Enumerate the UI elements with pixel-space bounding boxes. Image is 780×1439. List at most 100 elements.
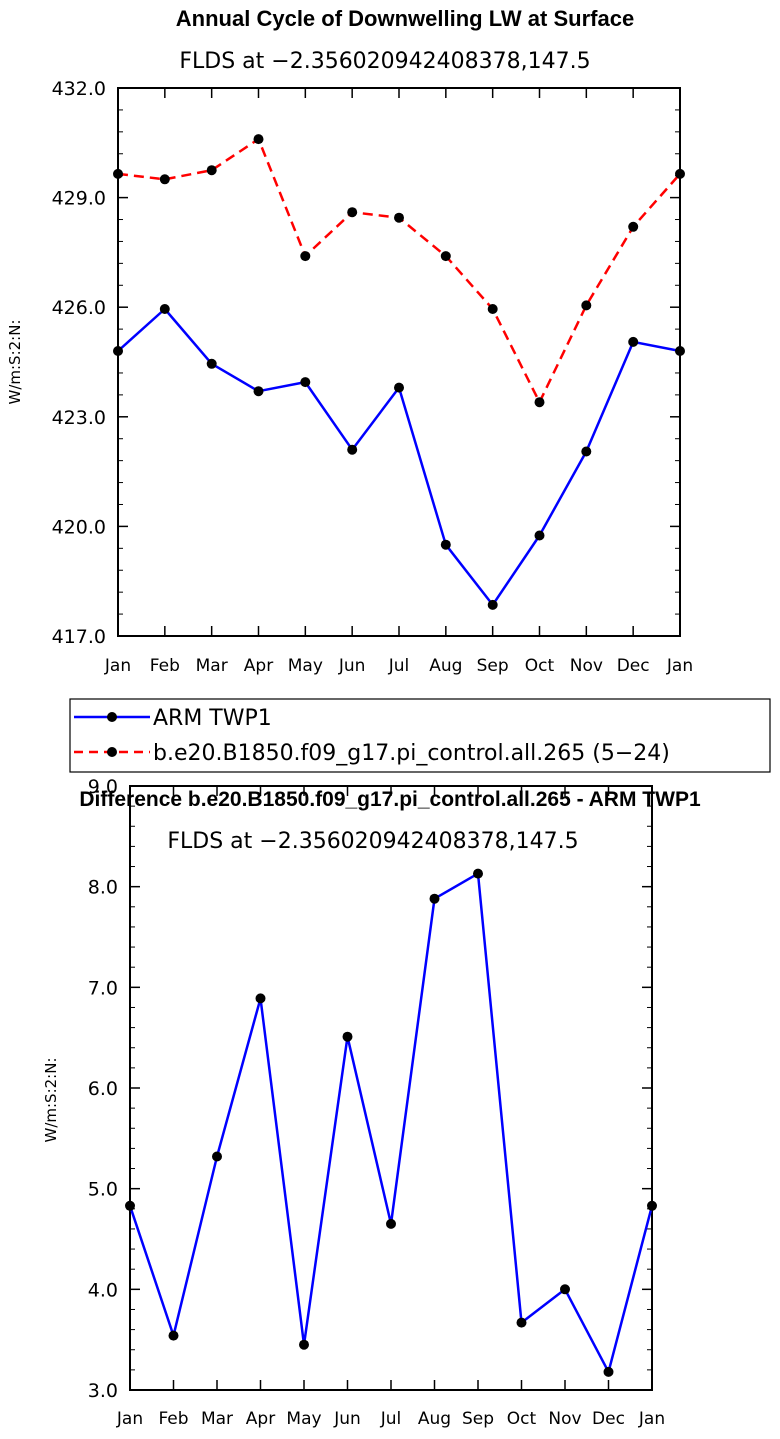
- x-tick-label: Oct: [525, 656, 555, 676]
- plot-axes: 3.0 4.0 5.0 6.0 7.0 8.0 9.0 Jan Feb Mar Apr May Jun J…: [88, 776, 665, 1429]
- data-point-1: [347, 207, 358, 218]
- y-tick-label: 429.0: [52, 188, 106, 210]
- data-point-0: [487, 599, 498, 610]
- x-tick-label: Jun: [333, 1409, 361, 1429]
- legend: ARM TWP1 b.e20.B1850.f09_g17.pi_control.…: [69, 698, 771, 773]
- chart-title: Annual Cycle of Downwelling LW at Surfac…: [176, 6, 634, 31]
- y-tick-label: 423.0: [52, 407, 106, 429]
- legend-label-model: b.e20.B1850.f09_g17.pi_control.all.265 (…: [153, 741, 670, 766]
- x-tick-label: Mar: [196, 656, 228, 676]
- x-tick-label: Sep: [477, 656, 509, 676]
- y-axis-label: W/m:S:2:N:: [42, 1058, 60, 1143]
- data-point-0: [473, 868, 483, 879]
- data-point-0: [125, 1200, 135, 1211]
- series-line-1: [117, 137, 681, 404]
- legend-marker-model: [107, 747, 117, 757]
- data-point-1: [581, 300, 592, 311]
- data-point-0: [560, 1284, 570, 1295]
- data-point-0: [386, 1218, 396, 1229]
- plot-frame: [117, 87, 681, 637]
- x-tick-label: Mar: [201, 1409, 233, 1429]
- y-tick-label: 417.0: [52, 626, 106, 648]
- y-tick-label: 426.0: [52, 297, 106, 319]
- data-point-0: [206, 358, 217, 369]
- data-point-1: [113, 168, 123, 179]
- y-tick-label: 5.0: [88, 1179, 118, 1201]
- chart-subtitle: FLDS at −2.356020942408378,147.5: [179, 49, 590, 74]
- series-line-0: [128, 872, 654, 1374]
- y-tick-label: 420.0: [52, 516, 106, 538]
- x-tick-label: Jan: [104, 656, 131, 676]
- data-point-0: [159, 304, 170, 314]
- legend-marker-arm: [107, 712, 117, 722]
- y-tick-label: 3.0: [88, 1380, 118, 1402]
- data-point-0: [440, 539, 451, 550]
- x-tick-label: Jul: [380, 1409, 402, 1429]
- plot-marks: [113, 134, 685, 610]
- data-point-1: [253, 134, 264, 145]
- legend-label-arm: ARM TWP1: [153, 706, 272, 731]
- x-tick-label: Apr: [246, 1409, 275, 1429]
- data-point-1: [487, 304, 498, 314]
- plot-axes: 417.0 420.0 423.0 426.0 429.0 432.0 Jan Feb Mar A…: [52, 78, 694, 676]
- data-point-1: [394, 212, 404, 223]
- x-tick-label: Jul: [388, 656, 410, 676]
- y-tick-label: 432.0: [52, 78, 106, 100]
- legend-box: [69, 698, 771, 773]
- y-tick-label: 7.0: [88, 977, 118, 999]
- data-point-1: [440, 251, 451, 262]
- y-axis-label: W/m:S:2:N:: [6, 320, 24, 405]
- data-point-0: [675, 346, 685, 356]
- data-point-0: [603, 1366, 614, 1377]
- data-point-1: [675, 168, 685, 179]
- x-tick-label: Nov: [548, 1409, 581, 1429]
- data-point-0: [628, 336, 639, 347]
- x-tick-label: Dec: [617, 656, 650, 676]
- data-point-1: [300, 251, 311, 262]
- data-point-0: [394, 382, 404, 393]
- y-tick-label: 9.0: [88, 776, 118, 798]
- series-line-0: [117, 307, 681, 607]
- data-point-0: [253, 386, 264, 397]
- x-tick-label: Jan: [116, 1409, 143, 1429]
- chart-subtitle: FLDS at −2.356020942408378,147.5: [167, 829, 578, 854]
- x-tick-label: Aug: [418, 1409, 451, 1429]
- data-point-1: [534, 397, 545, 408]
- data-point-1: [159, 174, 170, 185]
- plot-frame: [129, 785, 653, 1391]
- x-tick-label: Nov: [570, 656, 603, 676]
- data-point-0: [299, 1339, 309, 1350]
- x-tick-label: May: [288, 656, 323, 676]
- data-point-0: [647, 1200, 657, 1211]
- data-point-0: [255, 993, 266, 1004]
- data-point-1: [628, 221, 639, 232]
- y-tick-label: 8.0: [88, 877, 118, 899]
- data-point-0: [516, 1317, 527, 1328]
- x-tick-label: Jan: [666, 656, 693, 676]
- x-tick-label: Oct: [507, 1409, 537, 1429]
- x-tick-label: Jan: [638, 1409, 665, 1429]
- data-point-0: [429, 893, 440, 904]
- x-tick-label: Aug: [429, 656, 462, 676]
- y-tick-label: 4.0: [88, 1279, 118, 1301]
- data-point-0: [534, 530, 545, 541]
- data-point-0: [342, 1031, 353, 1042]
- x-tick-label: Feb: [150, 656, 180, 676]
- data-point-0: [347, 444, 358, 455]
- data-point-0: [300, 377, 311, 388]
- x-tick-label: Sep: [462, 1409, 494, 1429]
- data-point-0: [168, 1330, 179, 1341]
- annual-cycle-panel: Annual Cycle of Downwelling LW at Surfac…: [6, 6, 771, 773]
- x-tick-label: Dec: [592, 1409, 625, 1429]
- data-point-0: [581, 446, 592, 457]
- data-point-1: [206, 165, 217, 176]
- y-tick-label: 6.0: [88, 1078, 118, 1100]
- plot-marks: [125, 868, 657, 1377]
- data-point-0: [212, 1151, 222, 1162]
- x-tick-label: Apr: [244, 656, 273, 676]
- data-point-0: [113, 346, 123, 356]
- x-tick-label: Feb: [158, 1409, 188, 1429]
- x-tick-label: May: [286, 1409, 321, 1429]
- difference-panel: Difference b.e20.B1850.f09_g17.pi_contro…: [42, 776, 701, 1429]
